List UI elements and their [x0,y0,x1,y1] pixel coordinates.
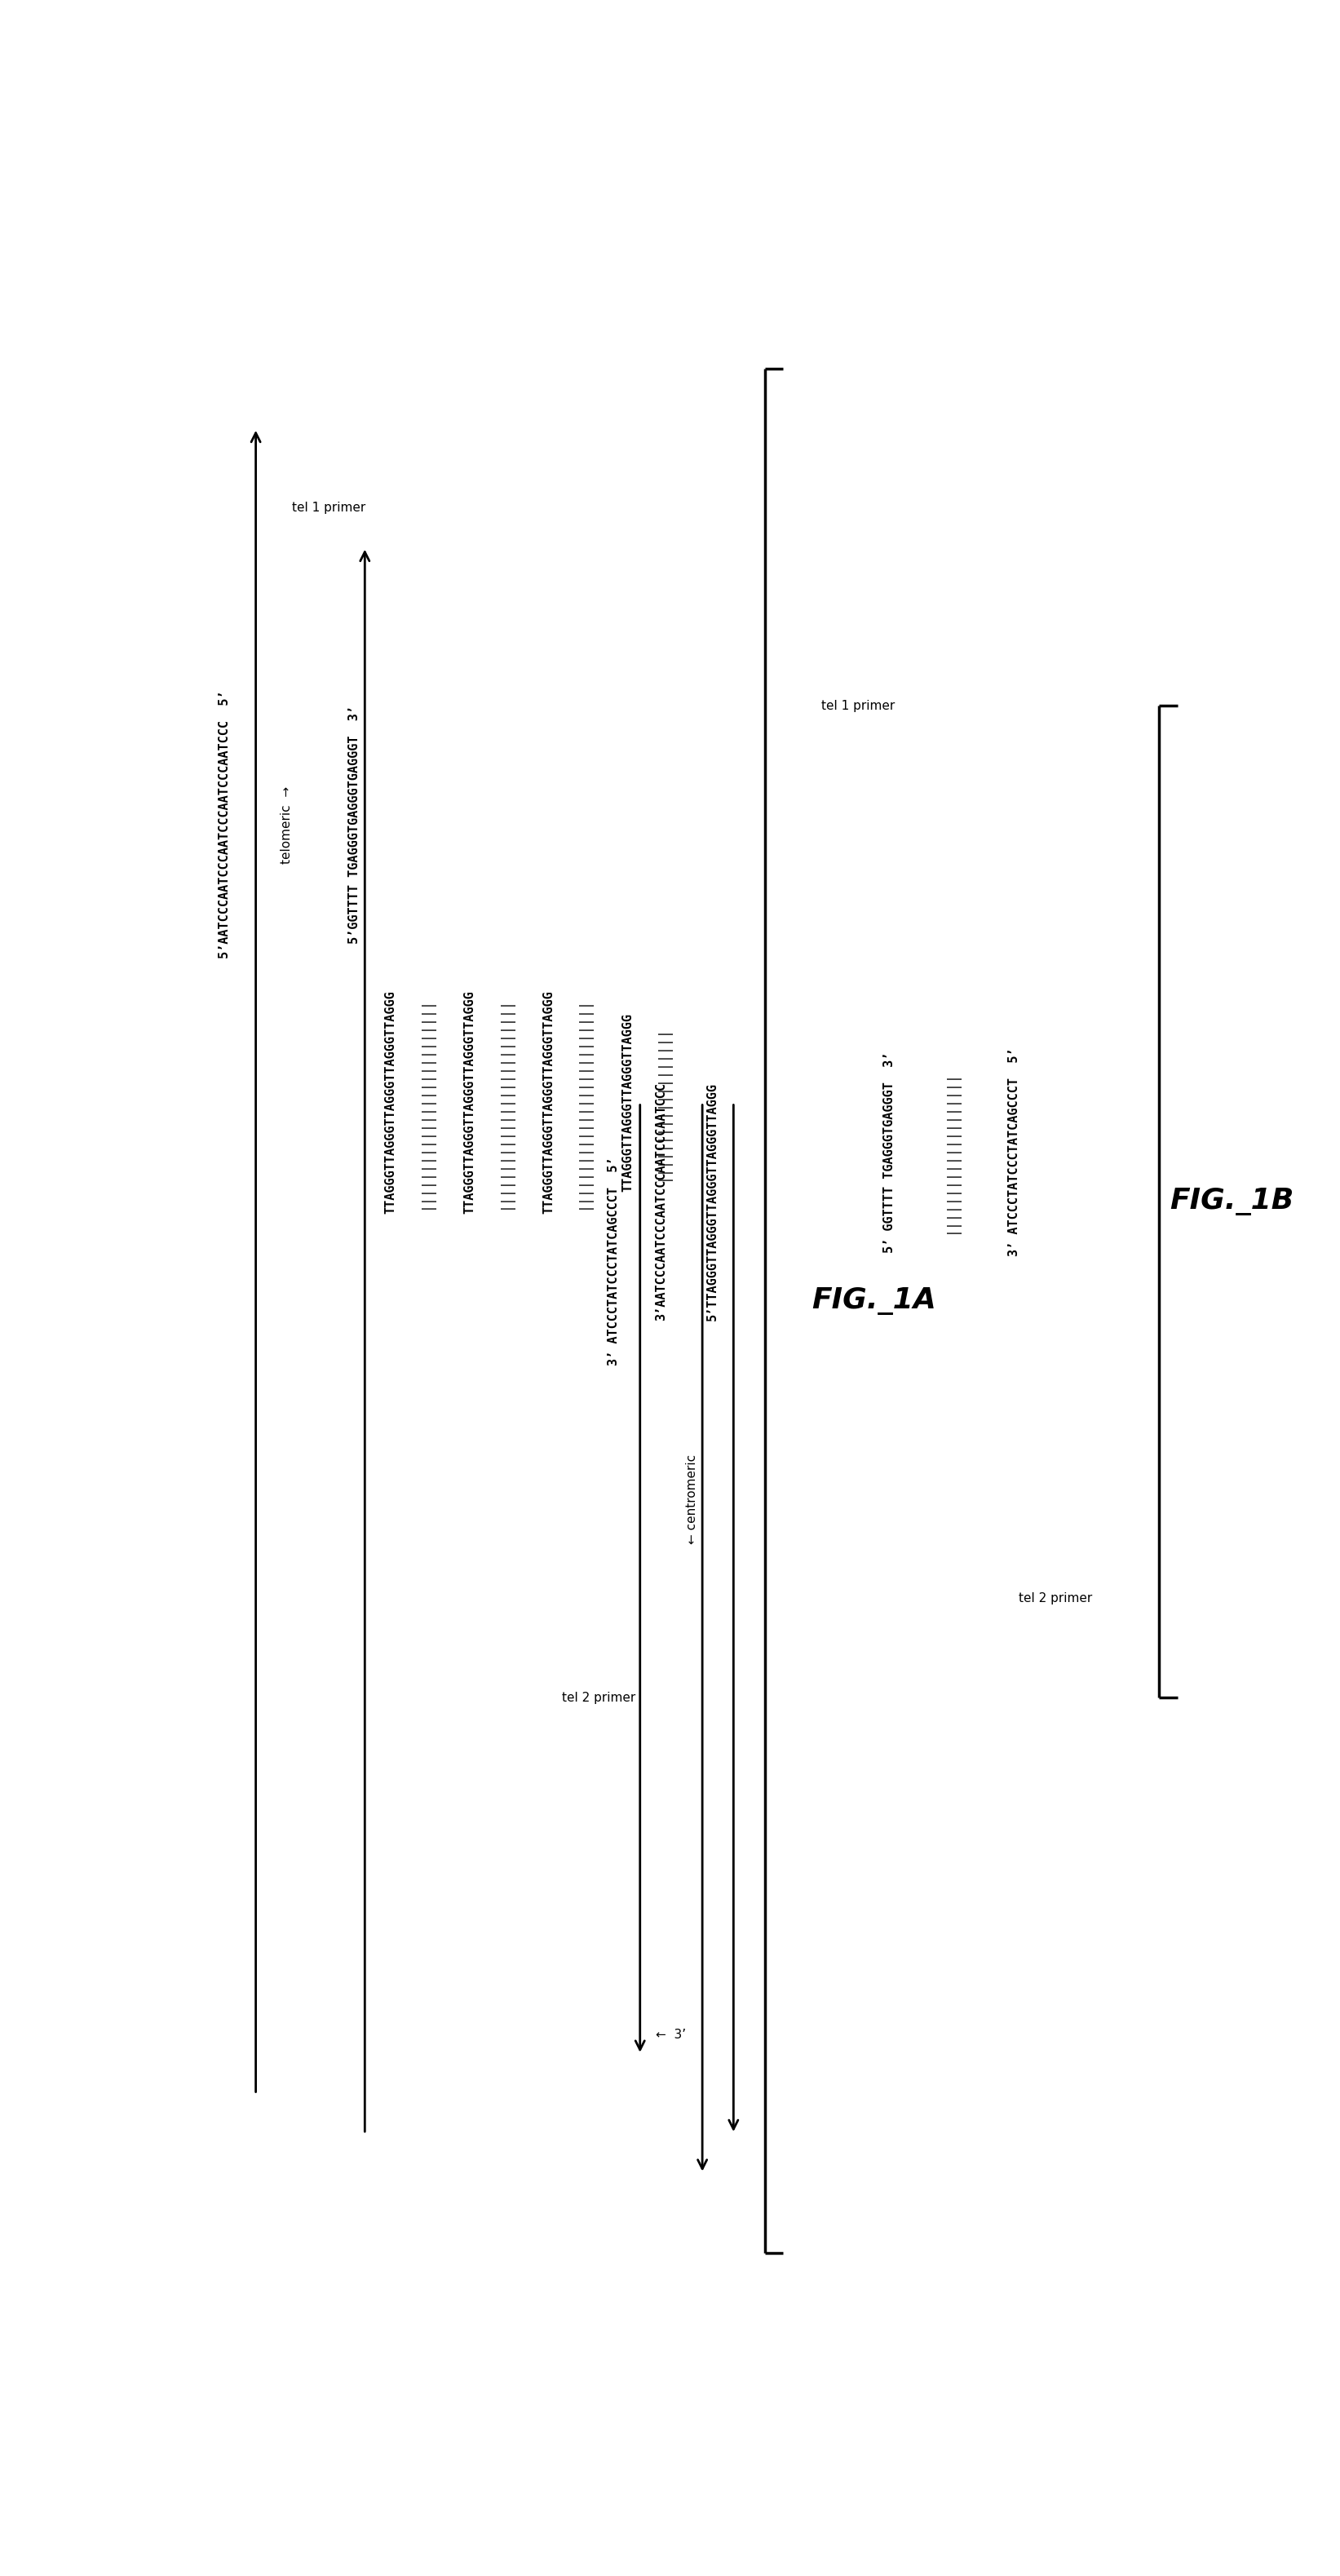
Text: TTAGGGTTAGGGTTAGGGTTAGGGTTAGGG: TTAGGGTTAGGGTTAGGGTTAGGGTTAGGG [464,992,476,1213]
Text: ||||||||||||||||||||||||||: |||||||||||||||||||||||||| [419,997,434,1208]
Text: 3’ ATCCCTATCCCTATCAGCCCT  5’: 3’ ATCCCTATCCCTATCAGCCCT 5’ [608,1157,620,1365]
Text: FIG._1A: FIG._1A [812,1288,935,1314]
Text: telomeric  →: telomeric → [281,786,293,863]
Text: ← centromeric: ← centromeric [686,1455,698,1543]
Text: ||||||||||||||||||||: |||||||||||||||||||| [945,1072,959,1234]
Text: 5’GGTTTT TGAGGGTGAGGGTGAGGGT  3’: 5’GGTTTT TGAGGGTGAGGGTGAGGGT 3’ [348,706,360,943]
Text: tel 2 primer: tel 2 primer [1018,1592,1092,1605]
Text: FIG._1B: FIG._1B [1170,1188,1294,1216]
Text: tel 1 primer: tel 1 primer [821,701,895,711]
Text: TTAGGGTTAGGGTTAGGGTTAGGGTTAGGG: TTAGGGTTAGGGTTAGGGTTAGGGTTAGGG [543,992,555,1213]
Text: TTAGGGTTAGGGTTAGGGTTAGGG: TTAGGGTTAGGGTTAGGGTTAGGG [622,1012,634,1193]
Text: 5’AATCCCAATCCCAATCCCAATCCCAATCCC  5’: 5’AATCCCAATCCCAATCCCAATCCCAATCCC 5’ [218,690,230,958]
Text: 5’ GGTTTT TGAGGGTGAGGGT  3’: 5’ GGTTTT TGAGGGTGAGGGT 3’ [883,1051,895,1252]
Text: TTAGGGTTAGGGTTAGGGTTAGGGTTAGGG: TTAGGGTTAGGGTTAGGGTTAGGGTTAGGG [385,992,397,1213]
Text: tel 2 primer: tel 2 primer [561,1692,635,1703]
Text: ||||||||||||||||||||||||||: |||||||||||||||||||||||||| [498,997,513,1208]
Text: 3’ ATCCCTATCCCTATCAGCCCT  5’: 3’ ATCCCTATCCCTATCAGCCCT 5’ [1008,1048,1020,1257]
Text: tel 1 primer: tel 1 primer [292,502,366,513]
Text: ←  3’: ← 3’ [655,2030,686,2040]
Text: 3’AATCCCAATCCCAATCCCAATCCCAATCCC: 3’AATCCCAATCCCAATCCCAATCCCAATCCC [655,1082,667,1321]
Text: ||||||||||||||||||||||||||: |||||||||||||||||||||||||| [576,997,591,1208]
Text: |||||||||||||||||||: ||||||||||||||||||| [655,1025,670,1180]
Text: 5’TTAGGGTTAGGGTTAGGGTTAGGGTTAGGG: 5’TTAGGGTTAGGGTTAGGGTTAGGGTTAGGG [706,1082,718,1321]
